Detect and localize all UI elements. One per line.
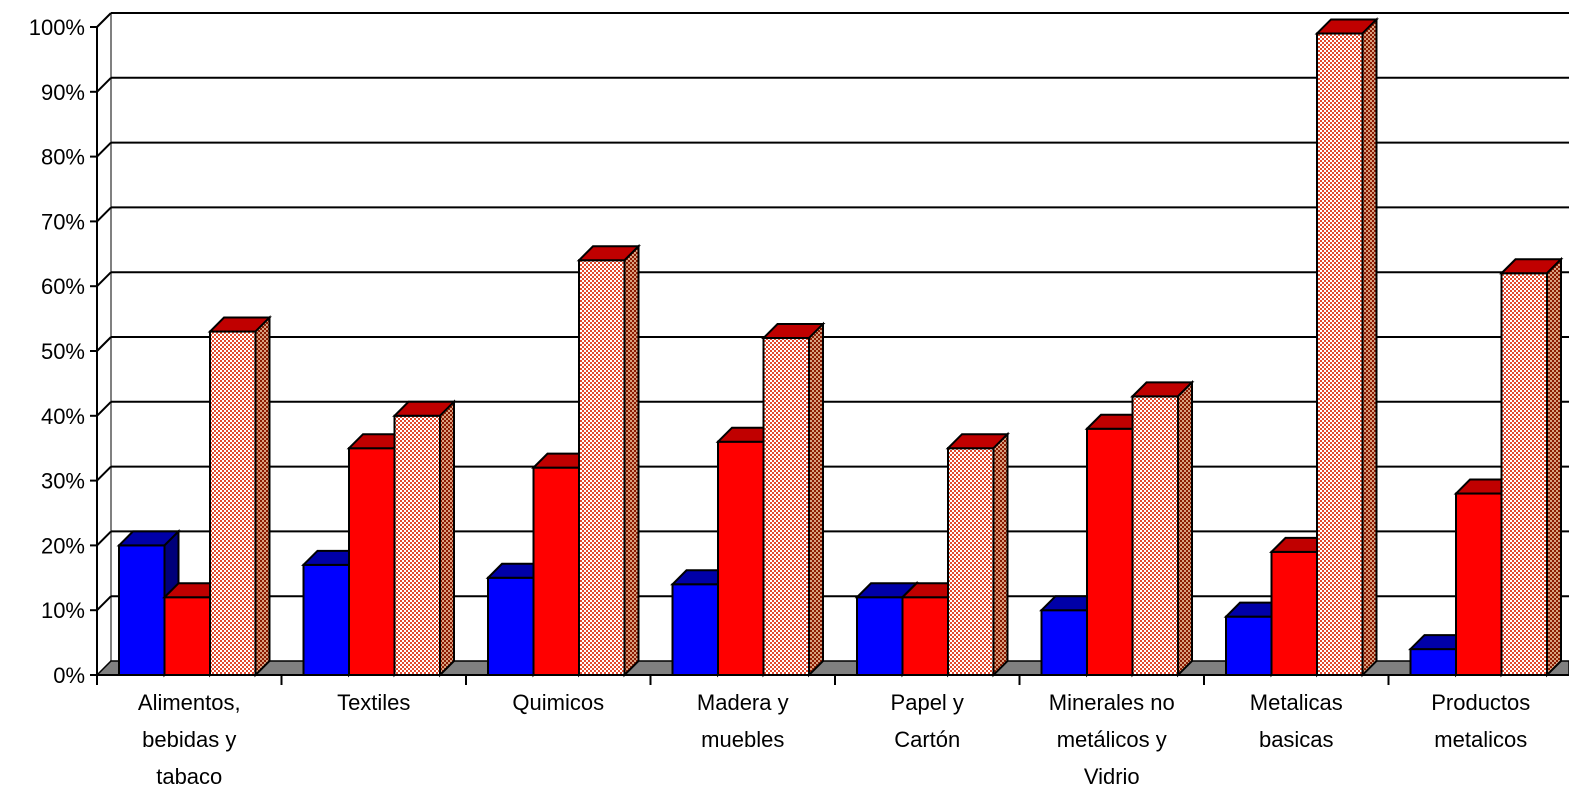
y-tick-label: 40%: [41, 404, 85, 429]
x-category-label: metalicos: [1434, 727, 1527, 752]
y-tick-label: 60%: [41, 274, 85, 299]
y-tick-label: 70%: [41, 209, 85, 234]
bar-front: [717, 440, 765, 676]
bar-front: [1316, 32, 1364, 677]
bar-front: [1270, 550, 1318, 677]
gridline-wall: [96, 530, 112, 547]
y-tick-label: 100%: [29, 15, 85, 40]
y-tick-label: 80%: [41, 145, 85, 170]
bar-front: [856, 596, 904, 676]
bar-front: [901, 596, 949, 676]
gridline-wall: [96, 77, 112, 93]
bar-front: [1225, 615, 1273, 676]
gridline-wall: [96, 206, 112, 223]
bar: [207, 315, 272, 678]
x-category-label: Minerales no: [1049, 690, 1175, 715]
y-tick-label: 30%: [41, 469, 85, 494]
bar-side: [623, 243, 640, 678]
bar-side: [254, 315, 271, 678]
x-category-label: Productos: [1431, 690, 1530, 715]
gridline-wall: [96, 141, 112, 158]
x-category-label: Cartón: [894, 727, 960, 752]
bar: [1314, 17, 1379, 678]
bar-front: [578, 259, 626, 676]
gridline-wall: [96, 465, 112, 482]
bar-front: [532, 466, 580, 677]
bar-front: [1409, 648, 1457, 677]
bar: [576, 243, 641, 678]
bar-side: [1546, 256, 1562, 678]
bar-front: [671, 583, 719, 677]
bar-front: [1086, 427, 1134, 677]
axes: [90, 26, 1569, 685]
y-tick-label: 0%: [53, 663, 85, 688]
x-category-label: Alimentos,: [138, 690, 241, 715]
gridline-wall: [96, 401, 112, 417]
bar-front: [762, 337, 810, 676]
x-category-label: Madera y: [697, 690, 789, 715]
x-category-label: basicas: [1259, 727, 1334, 752]
bar-front: [302, 563, 350, 677]
bar-front: [209, 330, 257, 676]
bar: [761, 321, 826, 678]
bar-front: [487, 576, 535, 676]
bar-side: [992, 431, 1009, 678]
bar-front: [1455, 492, 1503, 676]
bar-front: [1040, 609, 1088, 677]
bar-side: [439, 399, 455, 678]
bar-side: [808, 321, 824, 678]
gridline-wall: [96, 12, 112, 28]
gridline-wall: [96, 595, 112, 611]
bar-front: [947, 447, 995, 677]
x-category-label: metálicos y: [1057, 727, 1167, 752]
y-tick-label: 20%: [41, 533, 85, 558]
bar-front: [393, 414, 441, 676]
bars: [116, 17, 1564, 678]
bar-front: [1500, 272, 1548, 676]
gridline-wall: [96, 336, 112, 352]
bar: [1499, 256, 1564, 678]
y-axis-tick-labels: 0% 10% 20% 30% 40% 50% 60% 70% 80% 90% 100%: [29, 15, 85, 688]
x-category-label: Quimicos: [512, 690, 604, 715]
bar-front: [118, 544, 166, 677]
x-category-label: muebles: [701, 727, 784, 752]
x-category-label: Vidrio: [1084, 764, 1140, 789]
bar: [1130, 379, 1195, 678]
x-category-label: Papel y: [891, 690, 964, 715]
bar-front: [163, 596, 211, 676]
bar-front: [348, 447, 396, 677]
x-category-label: tabaco: [156, 764, 222, 789]
bar-side: [1361, 17, 1378, 678]
y-tick-label: 10%: [41, 598, 85, 623]
bar: [392, 399, 457, 678]
bar-side: [1177, 379, 1193, 678]
y-tick-label: 50%: [41, 339, 85, 364]
x-category-label: Metalicas: [1250, 690, 1343, 715]
bar: [945, 431, 1010, 678]
x-category-label: bebidas y: [142, 727, 236, 752]
gridline-wall: [96, 271, 112, 287]
bar-front: [1131, 395, 1179, 676]
y-tick-label: 90%: [41, 80, 85, 105]
x-axis-category-labels: Alimentos, bebidas y tabaco Textiles Quimico…: [138, 690, 1530, 789]
x-category-label: Textiles: [337, 690, 410, 715]
